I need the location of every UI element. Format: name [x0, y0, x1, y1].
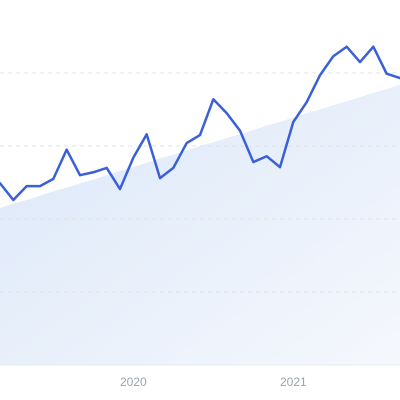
x-tick-label: 2020 — [120, 375, 147, 389]
line — [0, 45, 400, 202]
trend-area — [0, 84, 400, 366]
x-tick-label: 2021 — [280, 375, 307, 389]
